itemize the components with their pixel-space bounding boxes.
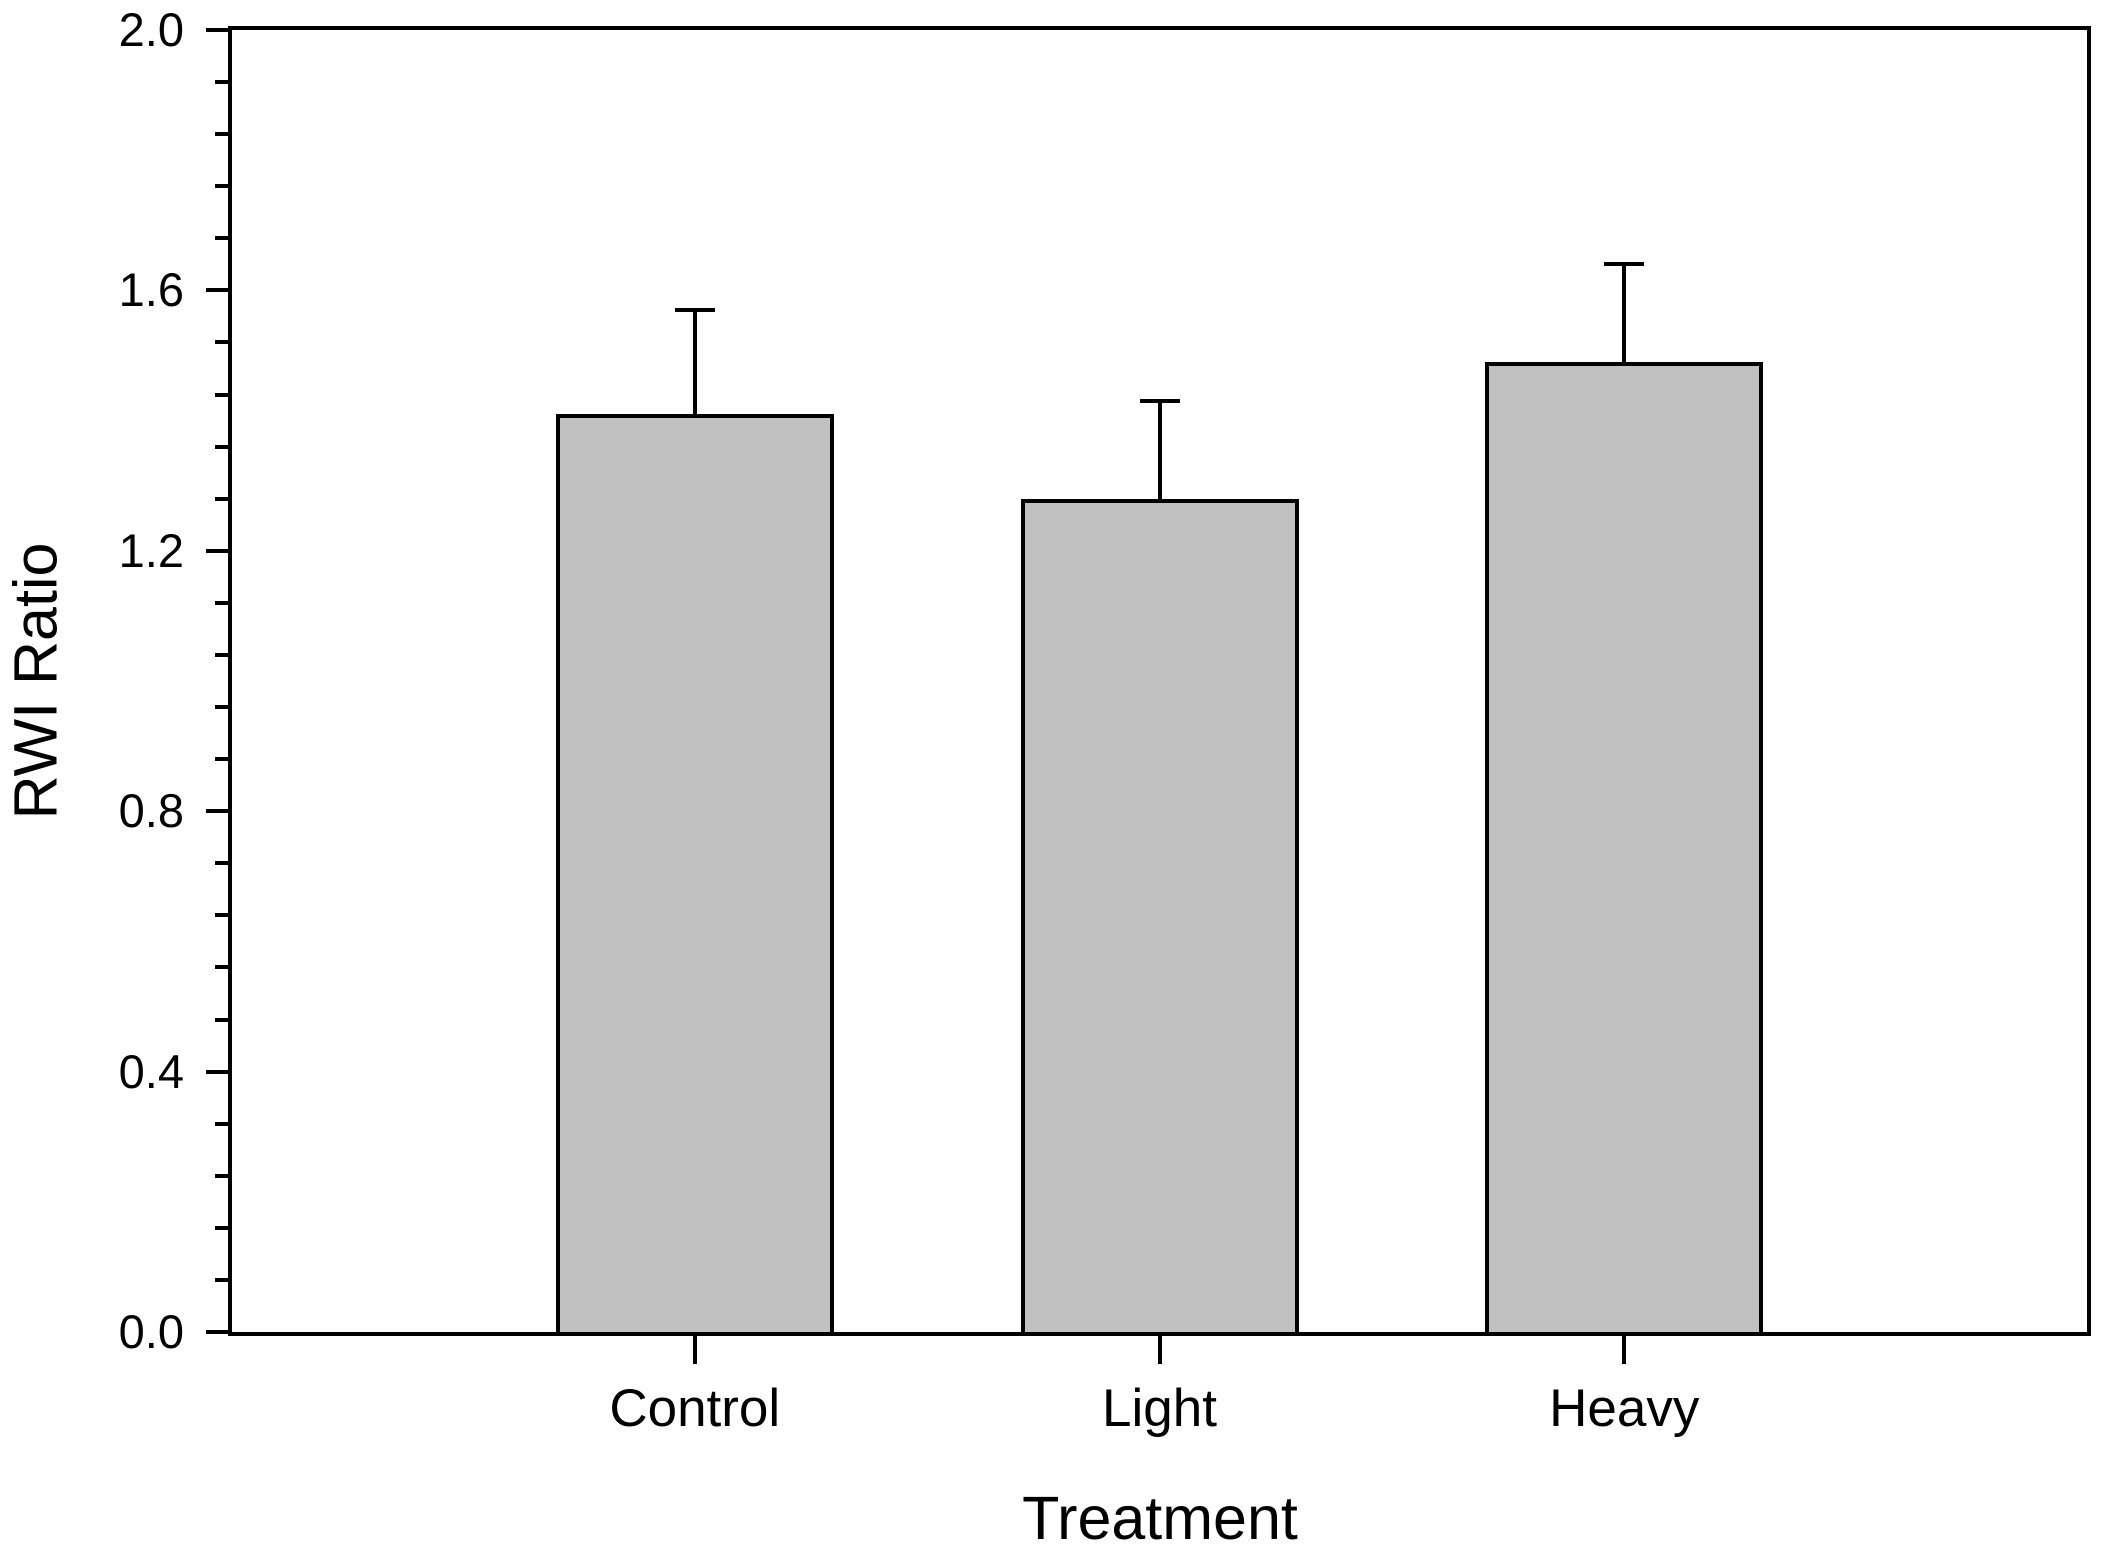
y-minor-tick — [215, 340, 228, 345]
y-minor-tick — [215, 913, 228, 918]
y-minor-tick — [215, 1173, 228, 1178]
y-minor-tick — [215, 444, 228, 449]
x-axis-title: Treatment — [1022, 1484, 1298, 1552]
y-minor-tick — [215, 652, 228, 657]
x-tick-control — [692, 1336, 697, 1364]
y-minor-tick — [215, 757, 228, 762]
error-bar-line-control — [692, 309, 697, 415]
category-label-light: Light — [1102, 1379, 1217, 1438]
y-major-tick — [206, 1069, 228, 1074]
error-bar-cap-light — [1139, 399, 1180, 404]
y-tick-label: 1.6 — [118, 263, 184, 317]
y-minor-tick — [215, 80, 228, 85]
y-minor-tick — [215, 1277, 228, 1282]
y-minor-tick — [215, 705, 228, 710]
error-bar-cap-heavy — [1604, 262, 1645, 267]
y-tick-label: 0.8 — [118, 784, 184, 838]
y-minor-tick — [215, 132, 228, 137]
y-tick-label: 0.4 — [118, 1044, 184, 1098]
y-tick-label: 1.2 — [118, 523, 184, 577]
y-minor-tick — [215, 236, 228, 241]
category-label-heavy: Heavy — [1549, 1379, 1700, 1438]
category-label-control: Control — [609, 1379, 781, 1438]
x-tick-light — [1157, 1336, 1162, 1364]
y-minor-tick — [215, 600, 228, 605]
y-minor-tick — [215, 1017, 228, 1022]
x-tick-heavy — [1622, 1336, 1627, 1364]
error-bar-line-heavy — [1622, 264, 1627, 362]
y-minor-tick — [215, 965, 228, 970]
y-minor-tick — [215, 1121, 228, 1126]
y-minor-tick — [215, 184, 228, 189]
y-minor-tick — [215, 861, 228, 866]
y-minor-tick — [215, 496, 228, 501]
y-major-tick — [206, 1330, 228, 1334]
y-major-tick — [206, 28, 228, 32]
y-major-tick — [206, 288, 228, 293]
bar-heavy — [1485, 362, 1764, 1336]
y-minor-tick — [215, 1225, 228, 1230]
bar-control — [555, 414, 834, 1336]
y-major-tick — [206, 809, 228, 814]
y-axis-title: RWI Ratio — [1, 542, 70, 820]
error-bar-line-light — [1157, 401, 1162, 499]
bar-light — [1020, 498, 1299, 1336]
y-major-tick — [206, 548, 228, 553]
y-tick-label: 0.0 — [118, 1305, 184, 1358]
y-minor-tick — [215, 392, 228, 397]
error-bar-cap-control — [674, 307, 715, 312]
y-tick-label: 2.0 — [118, 3, 184, 56]
